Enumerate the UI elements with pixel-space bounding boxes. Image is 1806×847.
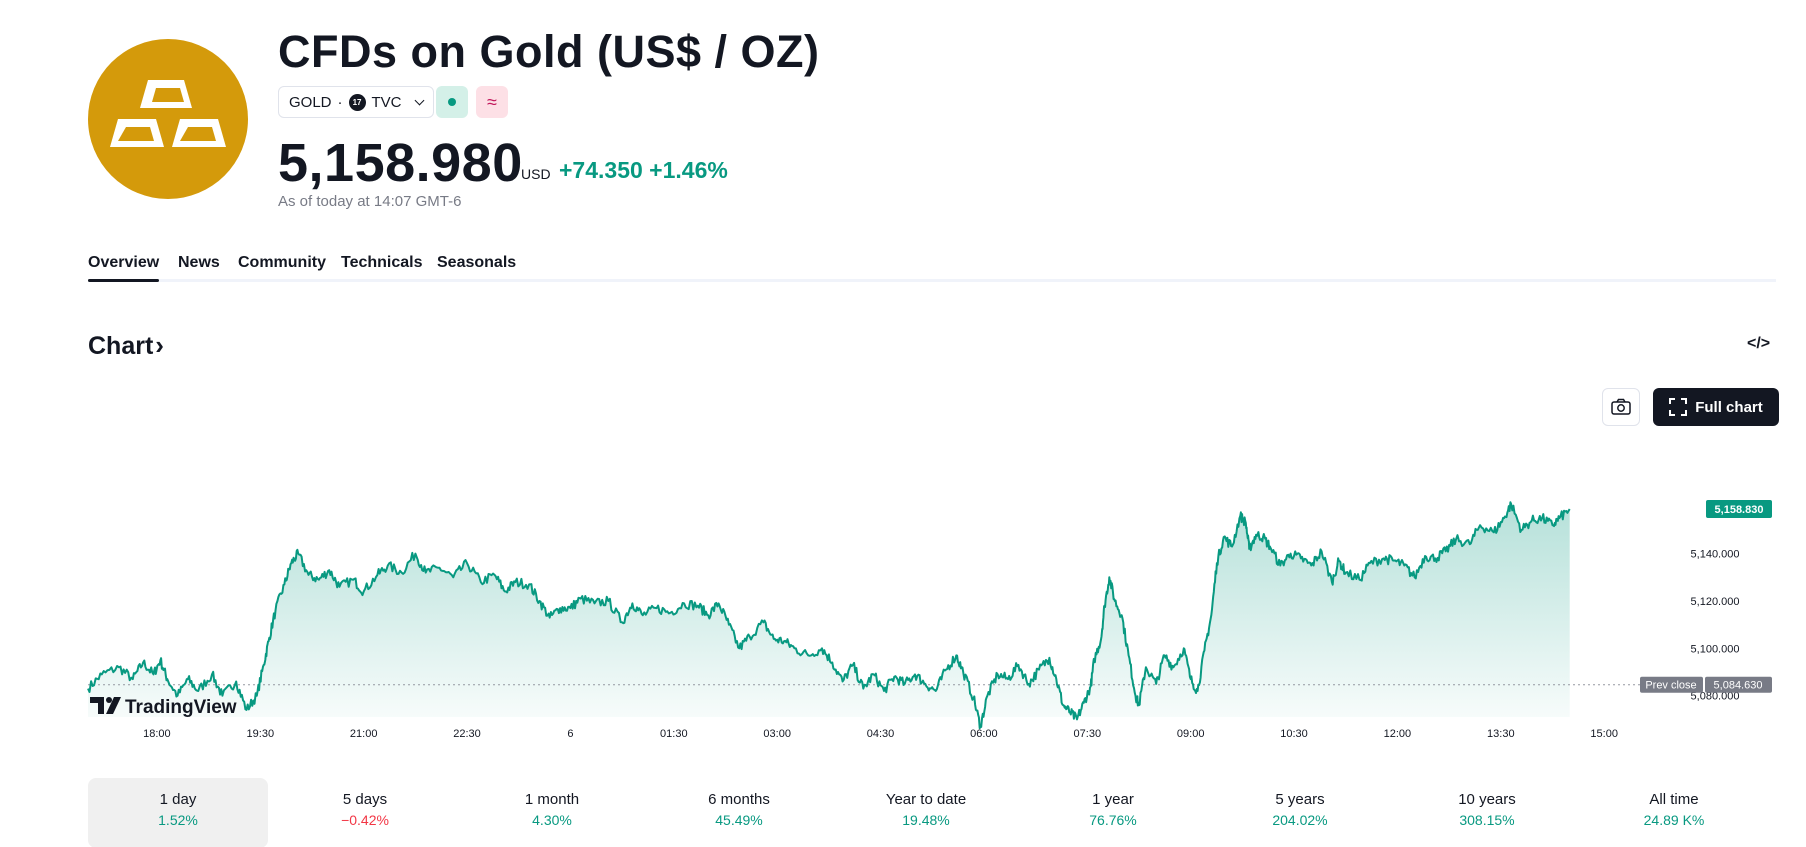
performance-periods: 1 day 1.52% 5 days −0.42% 1 month 4.30% … xyxy=(88,778,1778,847)
period-change: 19.48% xyxy=(902,812,950,828)
gold-bars-logo xyxy=(88,39,248,199)
y-axis-tick-label: 5,080.000 xyxy=(1691,691,1740,703)
x-axis-tick-label: 19:30 xyxy=(247,728,275,740)
period-5-years[interactable]: 5 years 204.02% xyxy=(1210,778,1390,847)
price-currency: USD xyxy=(521,166,551,182)
chart-section-heading[interactable]: Chart› xyxy=(88,330,164,361)
x-axis-tick-label: 06:00 xyxy=(970,728,998,740)
tab-news[interactable]: News xyxy=(178,254,220,271)
x-axis-tick-label: 07:30 xyxy=(1074,728,1102,740)
period-label: Year to date xyxy=(885,791,967,808)
period-label: 5 years xyxy=(1275,791,1325,808)
tradingview-logo-icon xyxy=(90,697,104,714)
period-year-to-date[interactable]: Year to date 19.48% xyxy=(836,778,1016,847)
market-open-badge[interactable] xyxy=(436,86,468,118)
x-axis-tick-label: 09:00 xyxy=(1177,728,1205,740)
chart-heading-label: Chart xyxy=(88,332,154,360)
period-1-year[interactable]: 1 year 76.76% xyxy=(1023,778,1203,847)
period-label: 6 months xyxy=(708,791,770,808)
period-change: 204.02% xyxy=(1272,812,1328,828)
x-axis-tick-label: 01:30 xyxy=(660,728,688,740)
section-tabs: Overview News Community Technicals Seaso… xyxy=(88,250,1776,282)
exchange-logo-icon: 17 xyxy=(348,93,366,111)
period-label: 1 month xyxy=(524,791,580,808)
period-change: 308.15% xyxy=(1459,812,1515,828)
gold-bars-icon xyxy=(110,80,226,147)
x-axis-tick-label: 10:30 xyxy=(1280,728,1308,740)
instrument-title: CFDs on Gold (US$ / OZ) xyxy=(278,26,820,77)
tab-technicals[interactable]: Technicals xyxy=(341,254,423,271)
period-1-day[interactable]: 1 day 1.52% xyxy=(88,778,268,847)
tradingview-logo-slash xyxy=(106,697,121,714)
period-change: 4.30% xyxy=(532,812,572,828)
x-axis-tick-label: 12:00 xyxy=(1384,728,1412,740)
last-price: 5,158.980 xyxy=(278,133,523,193)
y-axis-tick-label: 5,140.000 xyxy=(1691,549,1740,561)
last-price-tag xyxy=(1706,500,1772,519)
tab-community[interactable]: Community xyxy=(238,254,326,271)
market-status-dot-icon xyxy=(448,98,456,106)
snapshot-button[interactable] xyxy=(1602,388,1640,426)
tradingview-logo-dot xyxy=(106,697,112,703)
period-change: 45.49% xyxy=(715,812,763,828)
y-axis-tick-label: 5,100.000 xyxy=(1691,643,1740,655)
x-axis-tick-label: 18:00 xyxy=(143,728,171,740)
period-all-time[interactable]: All time 24.89 K% xyxy=(1584,778,1764,847)
x-axis-tick-label: 03:00 xyxy=(763,728,791,740)
chevron-right-icon: › xyxy=(155,330,164,360)
tabs-divider xyxy=(88,279,1776,282)
period-label: 10 years xyxy=(1458,791,1516,808)
period-change: 1.52% xyxy=(158,812,198,828)
period-label: All time xyxy=(1649,791,1699,808)
embed-code-icon[interactable]: </> xyxy=(1747,335,1771,352)
symbol-label: GOLD xyxy=(289,93,332,111)
period-change: −0.42% xyxy=(341,812,389,828)
last-price-label: 5,158.830 xyxy=(1715,504,1764,516)
x-axis-tick-label: 15:00 xyxy=(1590,728,1618,740)
price-timestamp: As of today at 14:07 GMT-6 xyxy=(278,193,462,210)
tradingview-watermark: TradingView xyxy=(90,697,237,718)
camera-icon xyxy=(1611,398,1631,415)
x-axis-tick-label: 22:30 xyxy=(453,728,481,740)
price-area-fill xyxy=(88,502,1570,729)
x-axis-tick-label: 04:30 xyxy=(867,728,895,740)
period-label: 1 year xyxy=(1092,791,1134,808)
x-axis-tick-label: 6 xyxy=(567,728,573,740)
full-chart-button[interactable]: Full chart xyxy=(1653,388,1779,426)
cfd-type-badge[interactable]: ≈ xyxy=(476,86,508,118)
period-5-days[interactable]: 5 days −0.42% xyxy=(275,778,455,847)
symbol-exchange-selector[interactable]: GOLD · 17 TVC xyxy=(278,86,434,118)
separator-dot: · xyxy=(337,93,343,111)
tab-seasonals[interactable]: Seasonals xyxy=(437,254,517,271)
period-1-month[interactable]: 1 month 4.30% xyxy=(462,778,642,847)
prev-close-value-tag xyxy=(1705,676,1772,693)
period-change: 76.76% xyxy=(1089,812,1137,828)
period-label: 1 day xyxy=(159,791,197,808)
period-10-years[interactable]: 10 years 308.15% xyxy=(1397,778,1577,847)
x-axis-tick-label: 13:30 xyxy=(1487,728,1515,740)
period-6-months[interactable]: 6 months 45.49% xyxy=(649,778,829,847)
full-chart-label: Full chart xyxy=(1695,398,1763,416)
prev-close-label: Prev close xyxy=(1645,680,1696,692)
tradingview-wordmark: TradingView xyxy=(125,697,237,718)
period-change: 24.89 K% xyxy=(1643,812,1705,828)
y-axis-tick-label: 5,120.000 xyxy=(1691,596,1740,608)
tab-overview[interactable]: Overview xyxy=(88,254,160,282)
price-change: +74.350 +1.46% xyxy=(559,157,728,183)
prev-close-value-label: 5,084.630 xyxy=(1714,680,1763,692)
price-line xyxy=(87,501,1571,730)
prev-close-tag xyxy=(1640,676,1703,693)
x-axis-tick-label: 21:00 xyxy=(350,728,378,740)
period-label: 5 days xyxy=(342,791,388,808)
exchange-label: TVC xyxy=(371,93,402,111)
fullscreen-icon xyxy=(1669,398,1688,416)
wave-icon: ≈ xyxy=(487,91,497,112)
